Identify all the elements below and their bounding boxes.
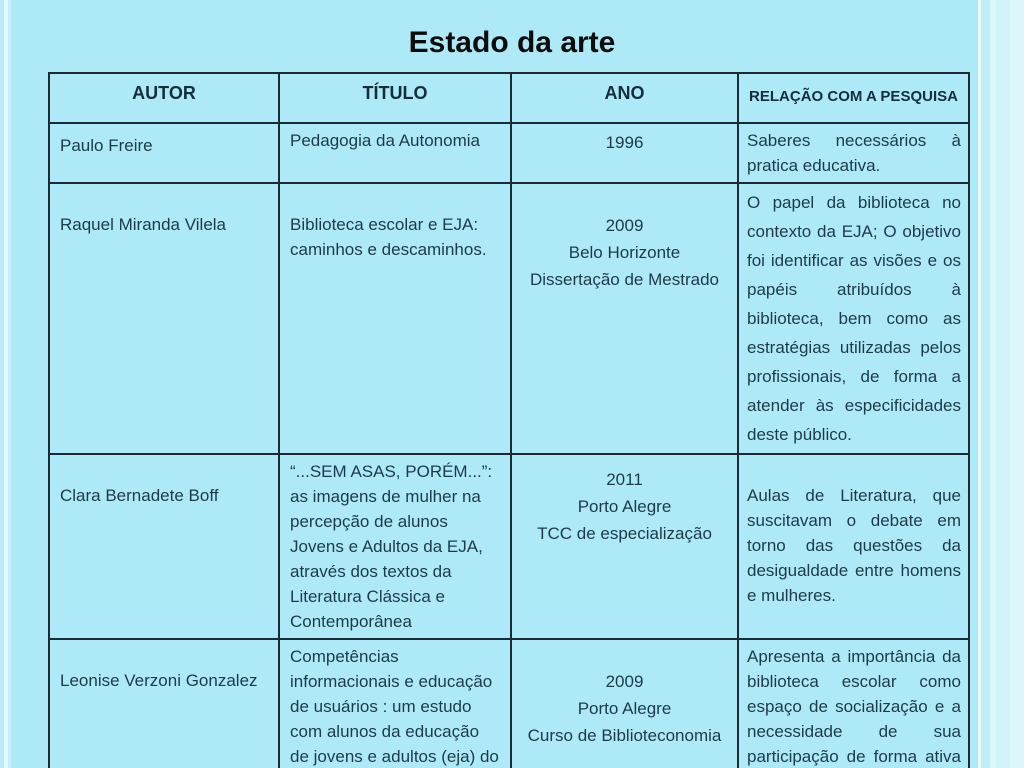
title-cell: Pedagogia da Autonomia	[278, 122, 512, 184]
author-cell: Leonise Verzoni Gonzalez	[48, 638, 280, 768]
column-header-relacao: RELAÇÃO COM A PESQUISA	[737, 72, 970, 124]
author-cell: Raquel Miranda Vilela	[48, 182, 280, 455]
relation-cell: O papel da biblioteca no contexto da EJA…	[737, 182, 970, 455]
table-row: Raquel Miranda Vilela Biblioteca escolar…	[48, 182, 970, 455]
title-cell: “...SEM ASAS, PORÉM...”: as imagens de m…	[278, 453, 512, 640]
year-cell: 1996	[510, 122, 739, 184]
relation-cell: Saberes necessários à pratica educativa.	[737, 122, 970, 184]
relation-cell: Aulas de Literatura, que suscitavam o de…	[737, 453, 970, 640]
relation-cell: Apresenta a importância da biblioteca es…	[737, 638, 970, 768]
column-header-ano: ANO	[510, 72, 739, 124]
table-row: Paulo Freire Pedagogia da Autonomia 1996…	[48, 122, 970, 184]
column-header-autor: AUTOR	[48, 72, 280, 124]
year-cell: 2009 Belo Horizonte Dissertação de Mestr…	[510, 182, 739, 455]
author-cell: Clara Bernadete Boff	[48, 453, 280, 640]
title-cell: Biblioteca escolar e EJA: caminhos e des…	[278, 182, 512, 455]
table-row: Clara Bernadete Boff “...SEM ASAS, PORÉM…	[48, 453, 970, 640]
right-edge-stripe-decoration	[976, 0, 1024, 768]
table-row: Leonise Verzoni Gonzalez Competências in…	[48, 638, 970, 768]
table-header-row: AUTOR TÍTULO ANO RELAÇÃO COM A PESQUISA	[48, 72, 970, 124]
author-cell: Paulo Freire	[48, 122, 280, 184]
year-cell: 2009 Porto Alegre Curso de Biblioteconom…	[510, 638, 739, 768]
year-cell: 2011 Porto Alegre TCC de especialização	[510, 453, 739, 640]
title-cell: Competências informacionais e educação d…	[278, 638, 512, 768]
column-header-titulo: TÍTULO	[278, 72, 512, 124]
state-of-art-table: AUTOR TÍTULO ANO RELAÇÃO COM A PESQUISA …	[48, 72, 970, 768]
page-title: Estado da arte	[408, 26, 616, 59]
left-edge-stripe-decoration	[0, 0, 14, 768]
